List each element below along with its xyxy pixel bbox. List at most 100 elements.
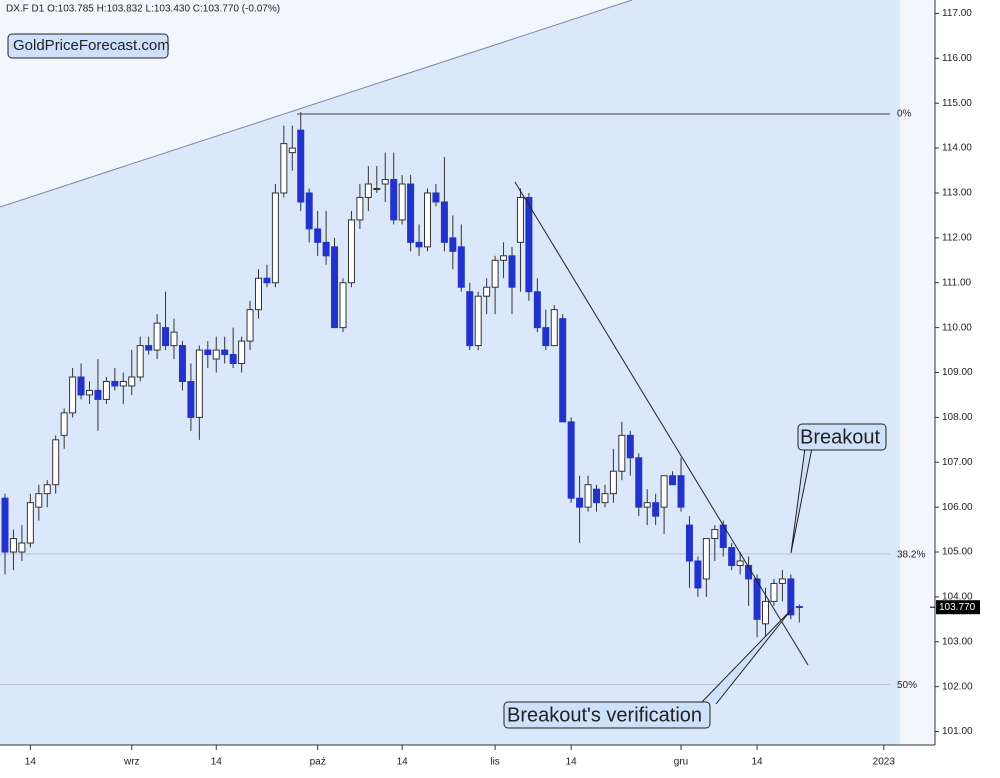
downtrend-line (514, 181, 809, 666)
candle-body (559, 318, 567, 423)
fib-label: 38.2% (897, 549, 925, 560)
y-tick-label: 106.00 (942, 502, 973, 513)
candle-body (43, 484, 51, 495)
candle-body (398, 183, 406, 221)
y-tick-label: 113.00 (942, 188, 972, 199)
candle-body (466, 291, 474, 347)
annotation-box (503, 701, 711, 729)
candle-body (567, 421, 575, 499)
watermark: GoldPriceForecast.com (13, 37, 170, 54)
candle-body (753, 578, 761, 620)
candle-body (626, 434, 634, 459)
candle-body (136, 345, 144, 378)
candle-body (694, 560, 702, 589)
y-tick-label: 117.00 (942, 8, 972, 19)
candle-body (432, 192, 440, 203)
candle-body (736, 560, 744, 566)
fib-label: 0% (897, 109, 912, 120)
candle-body (618, 434, 626, 472)
candle-body (778, 578, 786, 584)
candle-body (770, 582, 778, 602)
y-tick-label: 111.00 (942, 277, 972, 288)
x-tick-label: 14 (397, 757, 409, 768)
candle-body (102, 380, 110, 400)
candle-body (153, 322, 161, 351)
candle-body (669, 475, 677, 486)
candle-body (440, 201, 448, 243)
candle-body (685, 524, 693, 562)
x-tick-label: wrz (123, 757, 140, 768)
annotation: Breakout (800, 426, 880, 448)
y-tick-label: 114.00 (942, 143, 972, 154)
candle-body (145, 345, 153, 351)
x-tick-label: paź (310, 757, 326, 768)
y-tick-label: 115.00 (942, 98, 972, 109)
x-tick-label: 14 (211, 757, 223, 768)
candle-body (187, 380, 195, 418)
candle-body (550, 309, 558, 347)
candle-body (787, 578, 795, 616)
candle-body (491, 259, 499, 288)
candle-body (119, 380, 127, 387)
candle-body (86, 389, 93, 396)
y-tick-label: 102.00 (942, 681, 973, 692)
candle-body (246, 309, 254, 342)
x-tick-label: 2023 (873, 757, 896, 768)
candle-body (795, 606, 803, 609)
candle-body (584, 484, 592, 508)
candle-body (288, 147, 296, 154)
candle-body (711, 529, 719, 540)
candle-body (170, 331, 178, 347)
candle-body (483, 286, 491, 297)
candle-body (347, 219, 355, 284)
candle-body (339, 282, 347, 329)
candle-body (728, 547, 736, 566)
y-tick-label: 103.00 (942, 636, 973, 647)
x-tick-label: 14 (751, 757, 763, 768)
y-tick-label: 101.00 (942, 726, 973, 737)
candle-body (652, 502, 660, 517)
candle-body (305, 192, 313, 230)
y-tick-label: 105.00 (942, 547, 973, 558)
y-tick-label: 112.00 (942, 233, 972, 244)
candle-body (111, 380, 119, 387)
last-price-label: 103.770 (939, 602, 976, 613)
x-tick-label: 14 (25, 757, 37, 768)
candle-body (204, 349, 212, 356)
candle-body (60, 412, 68, 436)
candle-body (178, 345, 186, 382)
candle-body (221, 349, 229, 356)
candle-body (26, 502, 34, 544)
uptrend-line (0, 0, 633, 208)
candle-body (52, 439, 60, 486)
candle-body (593, 488, 600, 504)
candle-body (263, 277, 271, 284)
candle-body (381, 179, 389, 185)
candle-body (322, 241, 330, 257)
shaded-zone (0, 0, 900, 745)
candle-body (271, 192, 279, 284)
x-tick-label: lis (490, 757, 499, 768)
candle-body (533, 291, 541, 329)
candle-body (635, 457, 643, 508)
candle-body (516, 196, 524, 243)
annotation: Breakout's verification (507, 704, 702, 726)
candle-body (195, 349, 203, 418)
candle-body (601, 493, 609, 504)
fib-label: 50% (897, 680, 917, 691)
annotation-box (797, 423, 887, 451)
last-price-box (936, 600, 980, 615)
candle-body (77, 376, 85, 396)
candle-body (702, 538, 710, 580)
candle-body (9, 538, 17, 553)
candle-body (35, 493, 43, 508)
candle-body (356, 196, 364, 221)
candle-body (331, 246, 339, 329)
candle-body (364, 183, 372, 198)
candle-body (415, 241, 423, 248)
candle-body (525, 196, 533, 293)
candle-body (609, 470, 617, 495)
x-tick-label: gru (674, 757, 688, 768)
candle-body (677, 475, 685, 508)
